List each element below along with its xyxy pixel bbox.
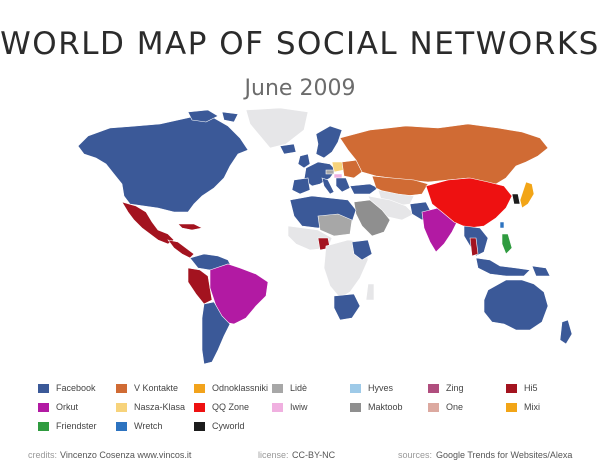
legend-swatch	[194, 421, 205, 431]
legend-item: Facebook	[38, 381, 96, 395]
legend-swatch	[116, 402, 127, 412]
legend-item: Zing	[428, 381, 464, 395]
legend-swatch	[506, 402, 517, 412]
region-new-zealand	[559, 319, 573, 345]
region-taiwan	[499, 221, 505, 229]
legend-label: QQ Zone	[212, 402, 250, 412]
license-value: CC-BY-NC	[292, 450, 336, 460]
region-north-america	[77, 115, 249, 213]
legend-swatch	[38, 402, 49, 412]
region-italy	[321, 177, 335, 195]
legend-item: Wretch	[116, 419, 162, 433]
region-scandinavia	[315, 125, 343, 159]
legend-swatch	[428, 402, 439, 412]
sources-label: sources:	[398, 450, 433, 460]
region-australia	[483, 279, 549, 331]
credits-bar: credits: Vincenzo Cosenza www.vincos.it …	[28, 450, 588, 464]
legend-item: One	[428, 400, 463, 414]
legend-label: Cyworld	[212, 421, 245, 431]
legend-item: Orkut	[38, 400, 78, 414]
legend-label: V Kontakte	[134, 383, 179, 393]
legend-swatch	[116, 421, 127, 431]
region-turkey	[349, 183, 379, 195]
region-central-america	[167, 239, 195, 259]
legend-label: Lidè	[290, 383, 308, 393]
legend-item: QQ Zone	[194, 400, 249, 414]
legend-swatch	[428, 383, 439, 393]
legend-item: Mixi	[506, 400, 540, 414]
region-iberia	[291, 177, 311, 195]
legend-item: Maktoob	[350, 400, 403, 414]
legend-item: Hyves	[350, 381, 393, 395]
region-russia	[339, 123, 549, 185]
region-arabia	[353, 199, 391, 237]
legend-swatch	[506, 383, 517, 393]
legend-label: Friendster	[56, 421, 97, 431]
region-east-africa	[351, 239, 373, 261]
legend-item: Cyworld	[194, 419, 245, 433]
credits-author: Vincenzo Cosenza www.vincos.it	[60, 450, 192, 460]
region-philippines	[501, 233, 513, 255]
legend-item: Hi5	[506, 381, 538, 395]
region-thailand	[469, 237, 479, 257]
region-iceland	[279, 143, 297, 155]
legend-label: Hi5	[524, 383, 538, 393]
legend-label: Nasza-Klasa	[134, 402, 186, 412]
region-greenland	[245, 108, 309, 149]
region-papua	[531, 265, 551, 277]
region-indonesia	[475, 257, 531, 277]
region-korea	[511, 193, 521, 205]
world-map	[77, 108, 573, 365]
legend-item: Odnoklassniki	[194, 381, 268, 395]
legend-label: Facebook	[56, 383, 96, 393]
region-sahel	[317, 213, 353, 237]
sources-value: Google Trends for Websites/Alexa	[436, 450, 573, 460]
legend-swatch	[38, 421, 49, 431]
legend-item: Nasza-Klasa	[116, 400, 185, 414]
region-peru	[187, 267, 213, 305]
region-uk	[297, 153, 311, 169]
license-label: license:	[258, 450, 289, 460]
legend-label: Odnoklassniki	[212, 383, 269, 393]
legend-swatch	[194, 383, 205, 393]
region-ukraine	[341, 159, 363, 179]
map-subtitle: June 2009	[244, 76, 356, 101]
legend-label: One	[446, 402, 464, 412]
region-brazil	[209, 263, 269, 325]
region-madagascar	[365, 283, 375, 301]
map-title: WORLD MAP OF SOCIAL NETWORKS	[0, 26, 600, 62]
legend-swatch	[272, 402, 283, 412]
legend-label: Zing	[446, 383, 464, 393]
legend-item: Friendster	[38, 419, 97, 433]
credits-label: credits:	[28, 450, 58, 460]
legend-swatch	[116, 383, 127, 393]
region-china	[425, 177, 513, 229]
region-southern-cone	[201, 301, 231, 365]
region-japan	[519, 181, 535, 209]
legend-swatch	[350, 402, 361, 412]
region-southern-africa	[333, 293, 361, 321]
legend-item: Iwiw	[272, 400, 308, 414]
legend-swatch	[38, 383, 49, 393]
legend-label: Maktoob	[368, 402, 403, 412]
legend-label: Orkut	[56, 402, 79, 412]
region-czech	[325, 169, 335, 175]
region-kazakhstan	[371, 175, 429, 197]
legend: Facebook V Kontakte Odnoklassniki Lidè Hyves…	[38, 381, 578, 441]
legend-label: Iwiw	[290, 402, 308, 412]
legend-label: Wretch	[134, 421, 163, 431]
legend-swatch	[350, 383, 361, 393]
legend-item: Lidè	[272, 381, 307, 395]
region-balkans	[335, 177, 351, 193]
region-hungary	[333, 173, 343, 179]
legend-swatch	[272, 383, 283, 393]
legend-swatch	[194, 402, 205, 412]
legend-label: Mixi	[524, 402, 540, 412]
region-caribbean	[177, 223, 203, 231]
region-arctic-islands	[187, 109, 239, 123]
legend-item: V Kontakte	[116, 381, 178, 395]
legend-label: Hyves	[368, 383, 394, 393]
